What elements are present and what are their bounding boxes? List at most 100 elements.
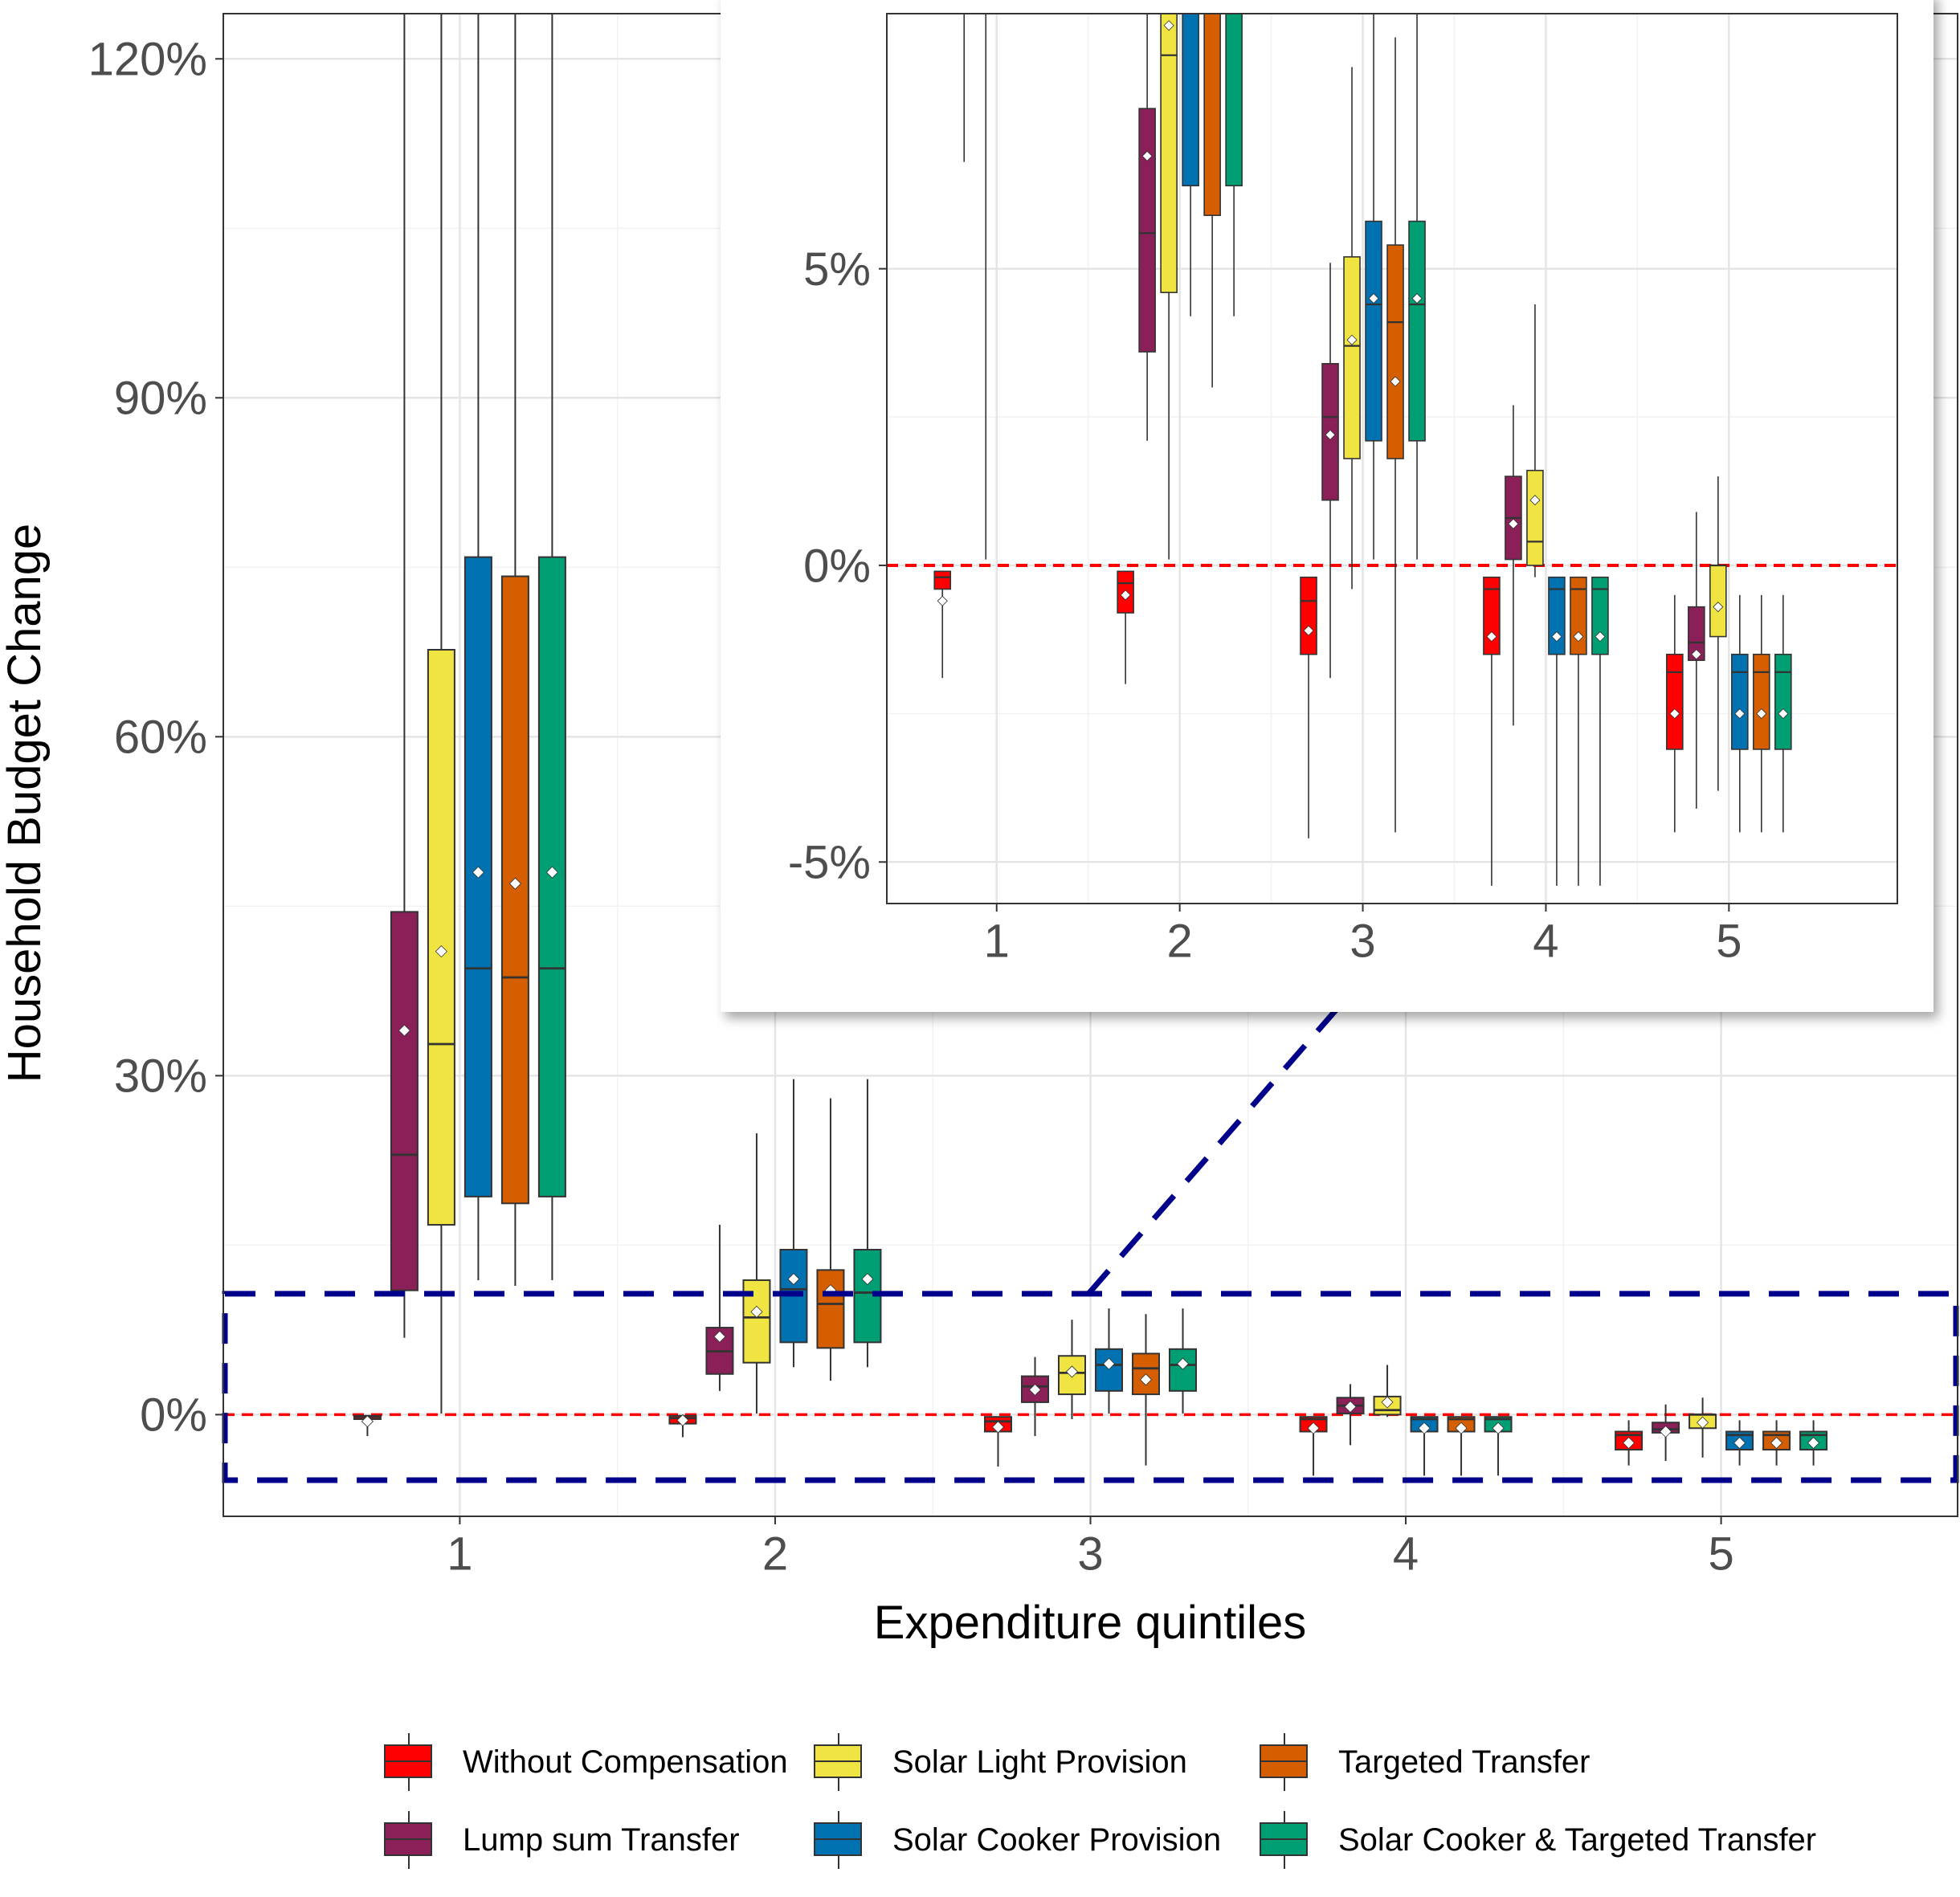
legend-label: Solar Cooker & Targeted Transfer [1338, 1822, 1817, 1858]
box-body [1169, 1348, 1197, 1392]
box-lump-sum-transfer-q3 [1021, 1356, 1049, 1437]
box-solar-cooker-targeted-transfer-q1 [537, 14, 566, 1280]
box-targeted-transfer-q2 [1203, 14, 1221, 388]
box-solar-light-provision-q1 [427, 14, 455, 1414]
box-targeted-transfer-q4 [1570, 576, 1587, 886]
box-body [1300, 576, 1317, 655]
box-body [1343, 256, 1361, 459]
y-tick-label: 30% [114, 1050, 207, 1103]
box-without-compensation-q1 [933, 570, 952, 679]
y-tick-label: -5% [788, 837, 871, 889]
mean-marker [713, 1330, 726, 1343]
box-lump-sum-transfer-q4 [1505, 405, 1522, 726]
mean-marker [1713, 602, 1724, 613]
box-body [1095, 1348, 1123, 1392]
mean-marker [1139, 1373, 1153, 1386]
mean-marker [1176, 1357, 1190, 1370]
x-tick-label: 5 [1708, 1528, 1733, 1581]
box-targeted-transfer-q4 [1447, 1416, 1476, 1476]
legend-key-swatch [807, 1733, 870, 1791]
x-tick-label: 3 [1350, 916, 1375, 968]
y-tick-label: 60% [114, 712, 207, 764]
box-lump-sum-transfer-q3 [1321, 263, 1339, 679]
x-tick-label: 4 [1533, 916, 1558, 968]
box-body [1182, 14, 1199, 187]
box-solar-cooker-provision-q4 [1410, 1416, 1439, 1476]
mean-marker [1028, 1383, 1042, 1397]
legend-key-swatch [378, 1733, 440, 1791]
mean-marker [1346, 334, 1358, 345]
box-lump-sum-transfer-q2 [705, 1225, 734, 1391]
box-solar-light-provision-q4 [1526, 304, 1544, 577]
mean-marker [1508, 518, 1519, 529]
box-without-compensation-q5 [1666, 594, 1684, 833]
box-solar-light-provision-q3 [1343, 67, 1361, 589]
box-lump-sum-transfer-q5 [1688, 512, 1705, 809]
mean-marker [1325, 429, 1336, 441]
box-without-compensation-q4 [1299, 1416, 1328, 1476]
box-body [1774, 653, 1792, 750]
box-body [500, 575, 529, 1205]
mean-marker [1623, 1436, 1635, 1450]
mean-marker [1418, 1422, 1431, 1434]
mean-marker [1756, 708, 1767, 720]
box-body [1548, 576, 1566, 655]
mean-marker [1163, 20, 1174, 31]
x-tick-label: 1 [984, 916, 1010, 968]
box-body [1753, 653, 1770, 750]
box-solar-light-provision-q4 [1373, 1365, 1402, 1418]
box-targeted-transfer-q2 [816, 1098, 845, 1381]
box-without-compensation-q1 [353, 1414, 382, 1437]
mean-marker [991, 1421, 1005, 1434]
mean-marker [1303, 625, 1314, 636]
box-body [390, 911, 419, 1291]
mean-marker [1102, 1357, 1116, 1370]
box-solar-light-provision-q1 [985, 14, 987, 560]
box-solar-light-provision-q2 [742, 1133, 771, 1414]
box-lump-sum-transfer-q2 [1138, 14, 1156, 441]
box-solar-cooker-targeted-transfer-q2 [853, 1079, 882, 1368]
mean-marker [1573, 631, 1584, 643]
legend-item-solar-light-provision: Solar Light Provision [807, 1733, 1187, 1791]
mean-marker [1691, 649, 1702, 660]
mean-marker [435, 945, 447, 958]
legend: Without Compensation Solar Light Provisio… [378, 1733, 1856, 1870]
mean-marker [676, 1414, 689, 1426]
mean-marker [1778, 708, 1789, 720]
box-lump-sum-transfer-q1 [963, 14, 966, 162]
mean-marker [1390, 376, 1401, 387]
box-lump-sum-transfer-q5 [1652, 1404, 1680, 1462]
box-solar-cooker-targeted-transfer-q4 [1591, 576, 1609, 886]
box-without-compensation-q2 [1117, 570, 1134, 684]
mean-marker [1770, 1436, 1783, 1450]
box-solar-cooker-provision-q5 [1725, 1420, 1754, 1466]
legend-key-swatch [807, 1811, 870, 1869]
zoom-connector-line [1086, 1003, 1342, 1296]
legend-item-solar-cooker-targeted-transfer: Solar Cooker & Targeted Transfer [1253, 1811, 1816, 1869]
legend-item-without-compensation: Without Compensation [378, 1733, 788, 1791]
box-body [1731, 653, 1749, 750]
mean-marker [1411, 292, 1423, 304]
zoom-connector [1086, 1003, 1342, 1296]
box-solar-cooker-targeted-transfer-q4 [1484, 1416, 1513, 1476]
box-solar-light-provision-q2 [1160, 14, 1178, 560]
x-tick-label: 3 [1077, 1528, 1103, 1581]
x-tick-label: 4 [1393, 1528, 1419, 1581]
mean-marker [1344, 1400, 1357, 1414]
mean-marker [1120, 589, 1131, 601]
mean-marker [472, 866, 484, 879]
mean-marker [1697, 1416, 1709, 1429]
mean-marker [1455, 1422, 1468, 1434]
box-targeted-transfer-q5 [1753, 594, 1770, 833]
y-tick-label: 0% [803, 540, 871, 592]
legend-label: Solar Light Provision [892, 1744, 1187, 1780]
mean-marker [1492, 1422, 1505, 1434]
box-solar-cooker-targeted-transfer-q3 [1169, 1308, 1197, 1414]
mean-marker [1733, 1436, 1746, 1450]
y-tick-label: 120% [88, 34, 207, 86]
mean-marker [508, 877, 521, 890]
box-body [933, 570, 952, 590]
mean-marker [787, 1273, 800, 1286]
box-body [1570, 576, 1587, 655]
box-targeted-transfer-q1 [500, 14, 529, 1287]
